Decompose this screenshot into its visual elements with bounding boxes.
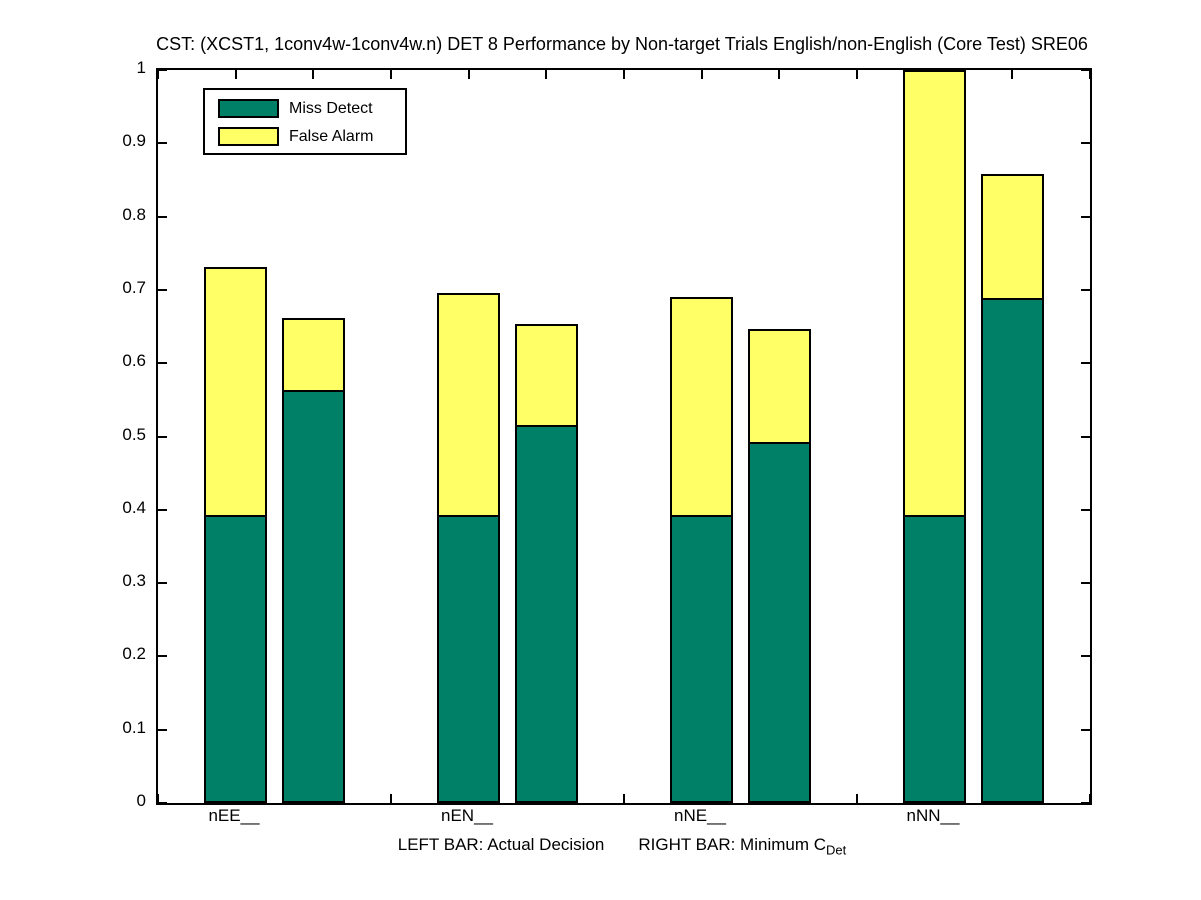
x-tick-bottom [623,794,625,803]
x-tick-top [1089,70,1091,79]
x-axis-label-right: RIGHT BAR: Minimum C [638,835,827,854]
x-tick-top [312,70,314,79]
bar-segment-miss-detect-nEE__-actual [204,515,267,803]
y-tick-label: 0.6 [122,351,146,371]
y-tick-right [1081,802,1090,804]
y-tick-left [158,142,167,144]
y-tick-right [1081,582,1090,584]
y-tick-label: 0.4 [122,497,146,517]
x-axis-label-left: LEFT BAR: Actual Decision [397,835,605,854]
bar-segment-miss-detect-nNE__-minimum [748,442,811,803]
x-tick-label: nEN__ [441,806,493,825]
bar-segment-false-alarm-nEN__-actual [437,293,500,515]
x-tick-top [1011,70,1013,79]
x-tick-top [778,70,780,79]
y-tick-left [158,436,167,438]
legend-box: Miss Detect False Alarm [203,88,407,155]
y-tick-label: 0.7 [122,277,146,297]
bar-segment-false-alarm-nNE__-minimum [748,329,811,442]
y-tick-left [158,289,167,291]
plot-area [156,68,1092,805]
x-tick-top [390,70,392,79]
y-tick-right [1081,216,1090,218]
false-alarm-swatch [218,127,279,146]
bar-segment-miss-detect-nEN__-minimum [515,425,578,803]
y-tick-right [1081,655,1090,657]
bar-segment-false-alarm-nEE__-actual [204,267,267,515]
y-tick-right [1081,729,1090,731]
y-tick-label: 0.5 [122,424,146,444]
y-tick-label: 0.2 [122,644,146,664]
x-tick-label: nNN__ [906,806,960,825]
bar-segment-miss-detect-nNN__-minimum [981,298,1044,803]
y-tick-right [1081,436,1090,438]
y-tick-left [158,802,167,804]
y-tick-label: 0.1 [122,717,146,737]
x-axis-label-subscript: Det [826,842,847,858]
bar-segment-miss-detect-nEE__-minimum [282,390,345,803]
y-tick-left [158,362,167,364]
y-tick-left [158,655,167,657]
legend-label-miss-detect: Miss Detect [289,100,373,117]
x-tick-bottom [1089,794,1091,803]
y-tick-label: 0.9 [122,131,146,151]
chart-title: CST: (XCST1, 1conv4w-1conv4w.n) DET 8 Pe… [156,34,1088,54]
bar-segment-miss-detect-nEN__-actual [437,515,500,803]
bar-segment-false-alarm-nNN__-actual [903,70,966,515]
bar-segment-miss-detect-nNN__-actual [903,515,966,803]
miss-detect-swatch [218,99,279,118]
x-tick-top [235,70,237,79]
y-tick-left [158,509,167,511]
bar-segment-false-alarm-nEN__-minimum [515,324,578,425]
y-tick-right [1081,362,1090,364]
y-tick-label: 0.3 [122,571,146,591]
y-tick-left [158,69,167,71]
y-tick-right [1081,69,1090,71]
y-tick-left [158,729,167,731]
bar-segment-miss-detect-nNE__-actual [670,515,733,803]
x-tick-top [623,70,625,79]
bar-segment-false-alarm-nEE__-minimum [282,318,345,390]
y-tick-left [158,216,167,218]
y-tick-right [1081,142,1090,144]
y-tick-label: 1 [136,58,146,77]
x-tick-top [468,70,470,79]
bar-segment-false-alarm-nNN__-minimum [981,174,1044,298]
legend-label-false-alarm: False Alarm [289,128,374,145]
x-tick-top [701,70,703,79]
x-tick-top [856,70,858,79]
y-tick-label: 0.8 [122,204,146,224]
x-tick-bottom [157,794,159,803]
x-tick-top [545,70,547,79]
y-tick-label: 0 [136,791,146,810]
x-tick-bottom [856,794,858,803]
y-tick-right [1081,289,1090,291]
y-tick-right [1081,509,1090,511]
x-tick-bottom [390,794,392,803]
x-axis-label: LEFT BAR: Actual Decision RIGHT BAR: Mini… [156,835,1088,858]
bar-segment-false-alarm-nNE__-actual [670,297,733,515]
x-tick-top [157,70,159,79]
y-tick-left [158,582,167,584]
x-tick-label: nNE__ [674,806,726,825]
x-tick-label: nEE__ [208,806,260,825]
